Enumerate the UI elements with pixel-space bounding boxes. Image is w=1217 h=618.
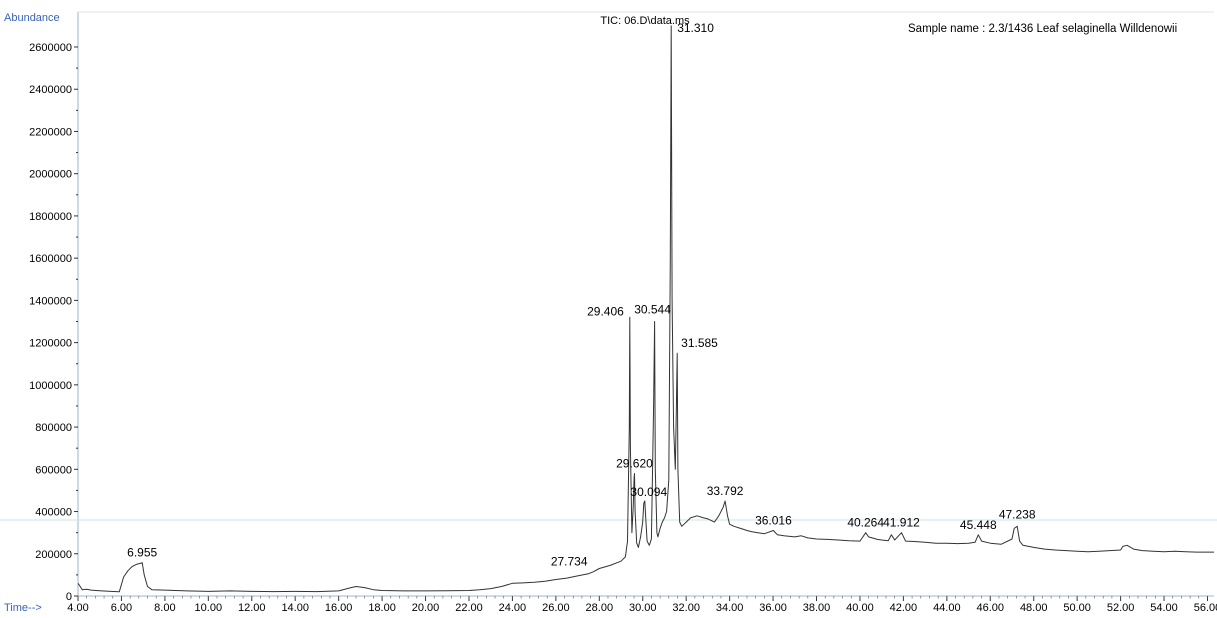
tic-trace-line [77,25,1214,593]
x-tick-label: 56.00 [1194,602,1217,614]
x-tick-label: 6.00 [111,602,132,614]
peak-label: 45.448 [960,518,997,532]
x-tick-label: 42.00 [890,602,918,614]
peak-label: 6.955 [127,546,157,560]
x-tick-label: 20.00 [412,602,440,614]
trace-group [77,25,1214,593]
sample-name: Sample name : 2.3/1436 Leaf selaginella … [908,23,1177,35]
x-tick-label: 46.00 [977,602,1005,614]
peak-label: 29.620 [616,457,653,471]
x-tick-label: 8.00 [154,602,175,614]
y-tick-label: 2400000 [29,84,72,96]
peak-label: 30.544 [634,303,671,317]
peak-label: 47.238 [999,507,1036,521]
peak-label: 41.912 [883,516,920,530]
peak-label: 27.734 [551,555,588,569]
x-tick-label: 54.00 [1150,602,1178,614]
y-tick-label: 0 [66,591,72,603]
x-tick-label: 36.00 [759,602,787,614]
peak-label: 30.094 [630,485,667,499]
x-tick-label: 30.00 [629,602,657,614]
peak-label: 40.264 [847,516,884,530]
y-tick-label: 1600000 [29,253,72,265]
y-tick-label: 800000 [35,422,72,434]
y-tick-label: 2600000 [29,42,72,54]
x-axis-title: Time--> [4,602,42,614]
y-tick-label: 1200000 [29,338,72,350]
x-tick-label: 28.00 [586,602,614,614]
x-tick-label: 14.00 [281,602,309,614]
y-tick-label: 600000 [35,464,72,476]
y-axis-title: Abundance [4,12,60,24]
peak-label: 29.406 [587,304,624,318]
axes [0,11,1217,597]
x-tick-label: 38.00 [803,602,831,614]
x-tick-label: 16.00 [325,602,353,614]
peak-label: 31.310 [677,21,714,35]
x-tick-label: 10.00 [195,602,223,614]
y-tick-label: 1400000 [29,295,72,307]
y-tick-label: 2000000 [29,169,72,181]
y-tick-label: 400000 [35,507,72,519]
y-tick-label: 2200000 [29,126,72,138]
peak-label-group: 6.955 27.734 29.406 29.620 30.094 30.544 31.31… [127,21,1036,569]
x-tick-label: 26.00 [542,602,570,614]
chart-title: TIC: 06.D\data.ms [600,15,690,27]
peak-label: 36.016 [755,514,792,528]
peak-label: 33.792 [707,484,744,498]
x-tick-label: 22.00 [455,602,483,614]
x-tick-label: 44.00 [933,602,961,614]
x-tick-label: 24.00 [499,602,527,614]
x-tick-label: 52.00 [1107,602,1135,614]
x-tick-label: 18.00 [368,602,396,614]
x-tick-label: 40.00 [846,602,874,614]
y-tick-label: 1800000 [29,211,72,223]
y-tick-label: 200000 [35,549,72,561]
peak-label: 31.585 [681,336,718,350]
x-tick-label: 32.00 [672,602,700,614]
y-tick-label: 1000000 [29,380,72,392]
x-tick-label: 12.00 [238,602,266,614]
x-tick-label: 48.00 [1020,602,1048,614]
x-tick-label: 4.00 [67,602,88,614]
x-tick-label: 34.00 [716,602,744,614]
x-tick-group: 4.00 6.00 8.00 10.00 12.00 14.00 16.00 18.00 20.… [67,596,1217,614]
x-tick-label: 50.00 [1063,602,1091,614]
y-tick-group: 0 200000 400000 600000 800000 1000000 1200000 1… [29,42,78,603]
